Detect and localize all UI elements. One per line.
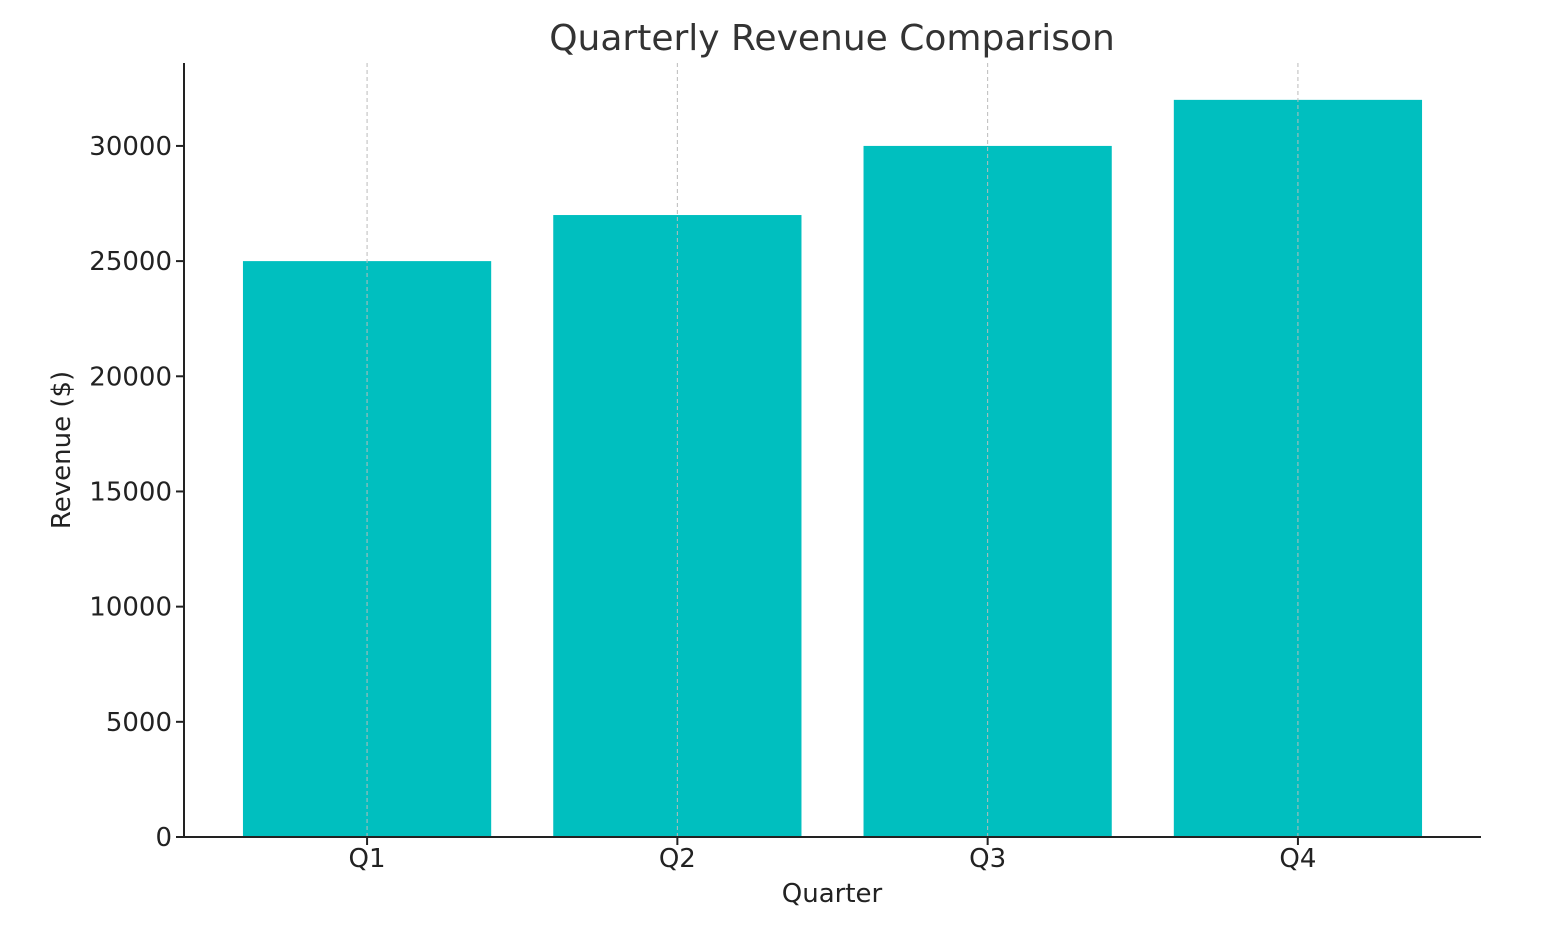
y-tick-label: 30000 [89, 132, 172, 162]
y-tick-label: 10000 [89, 593, 172, 623]
x-tick-label: Q1 [349, 844, 386, 874]
x-axis-ticks: Q1 Q2 Q3 Q4 [349, 837, 1316, 874]
y-tick-label: 5000 [106, 708, 172, 738]
y-tick-label: 15000 [89, 477, 172, 507]
y-axis-label: Revenue ($) [47, 371, 77, 529]
bars [242, 99, 1423, 838]
x-tick-label: Q3 [969, 844, 1006, 874]
grid-lines-front [366, 63, 1299, 837]
y-axis-ticks: 0 5000 10000 15000 20000 25000 30000 [89, 132, 184, 853]
y-tick-label: 0 [155, 823, 172, 853]
y-tick-label: 20000 [89, 362, 172, 392]
x-tick-label: Q2 [659, 844, 696, 874]
y-tick-label: 25000 [89, 247, 172, 277]
x-tick-label: Q4 [1279, 844, 1316, 874]
x-axis-label: Quarter [782, 879, 883, 909]
chart-title: Quarterly Revenue Comparison [549, 18, 1115, 59]
